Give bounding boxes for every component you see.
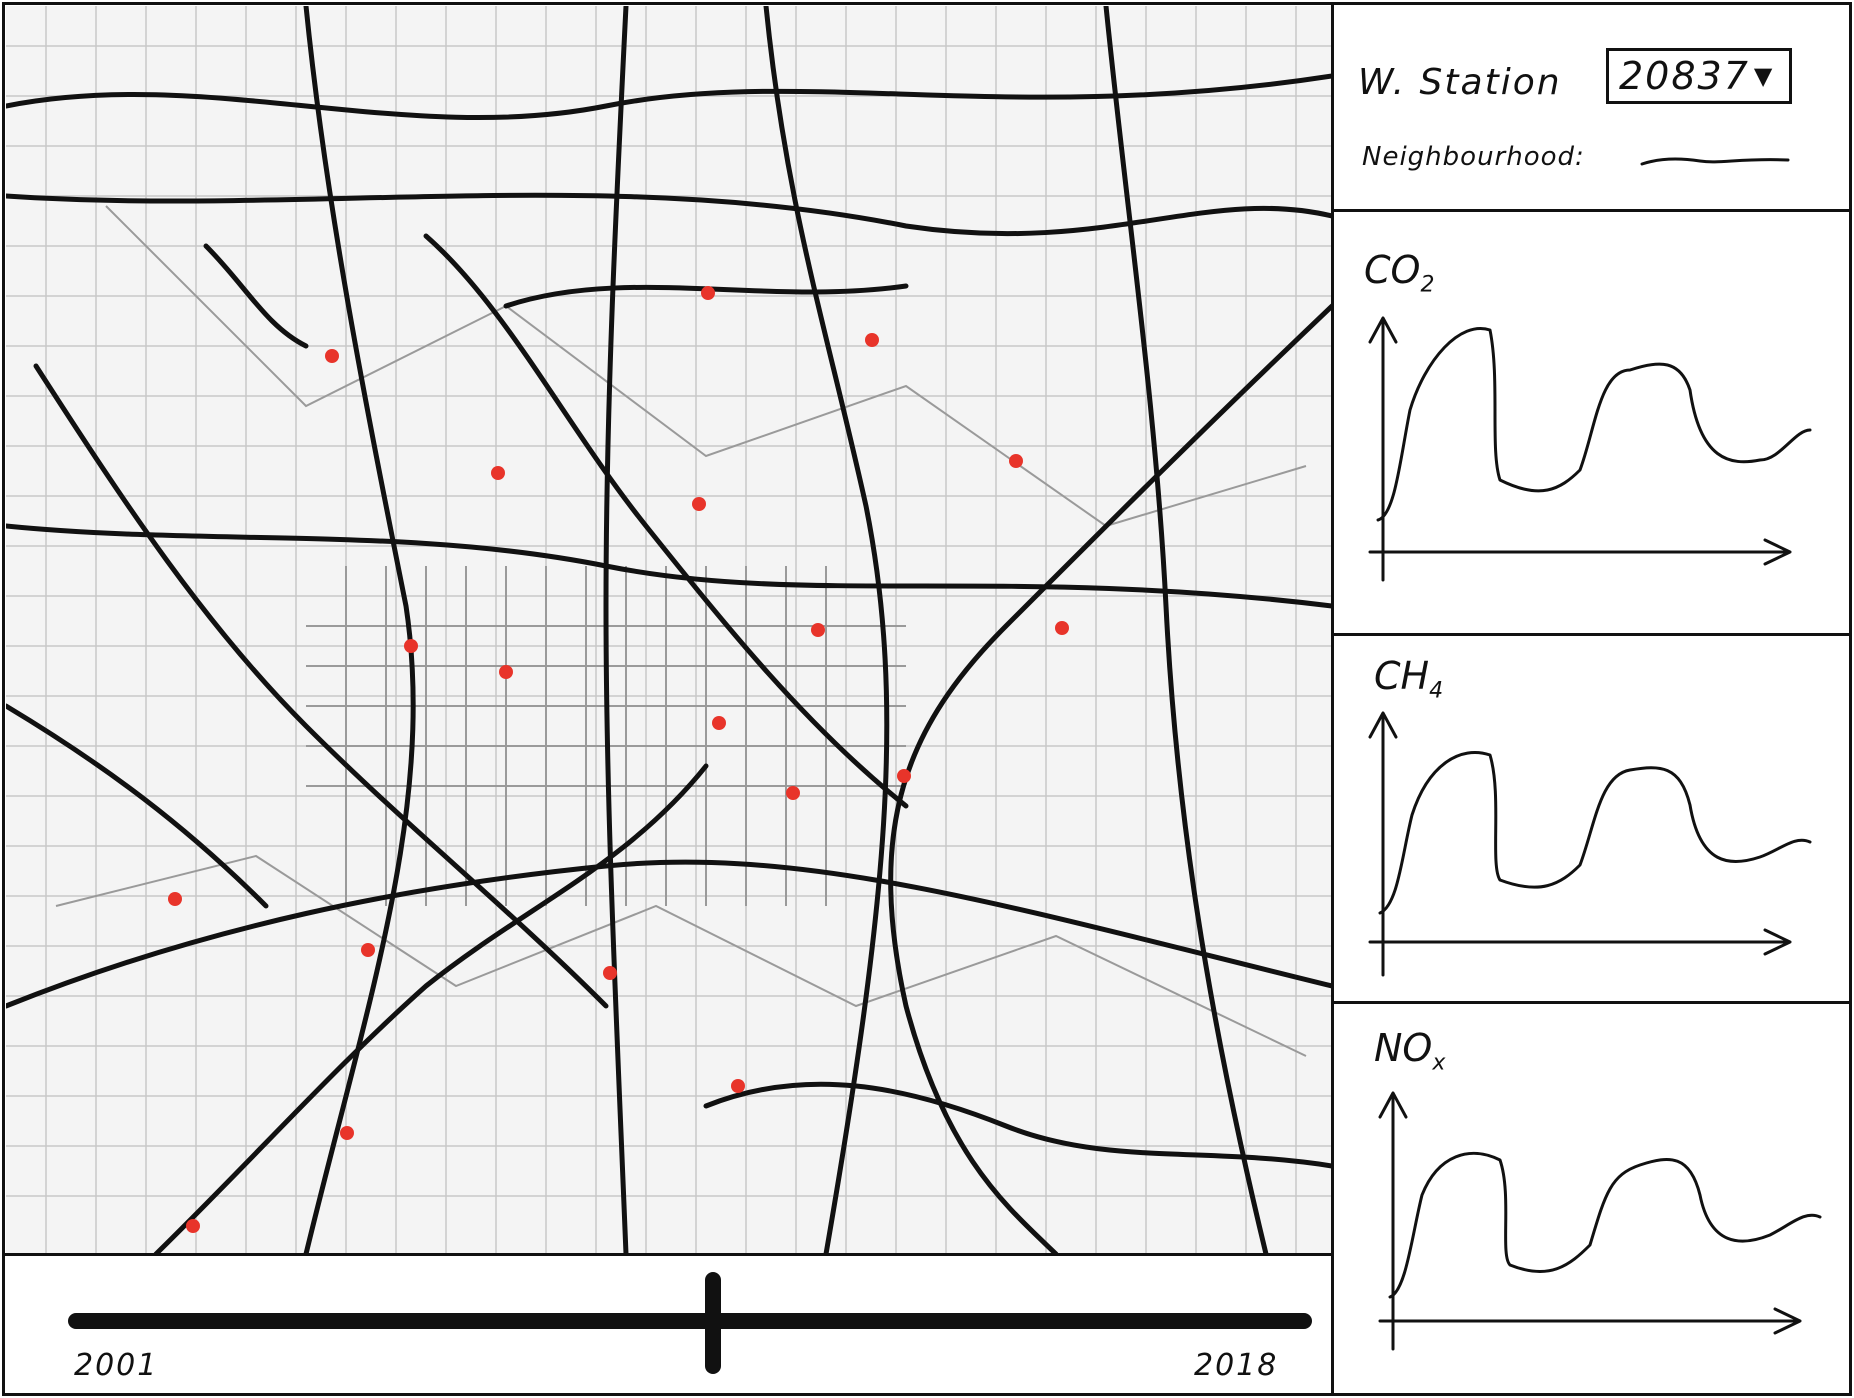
station-marker[interactable] [325,349,339,363]
dropdown-caret-icon: ▼ [1753,62,1775,90]
station-marker[interactable] [712,716,726,730]
map-canvas [6,6,1332,1254]
co2-chart [1368,316,1812,582]
station-marker[interactable] [499,665,513,679]
neighbourhood-value-placeholder [1640,157,1790,166]
station-marker[interactable] [340,1126,354,1140]
x-axis [1378,1307,1802,1335]
timeline-end-label: 2018 [1194,1348,1279,1383]
chart-title-ch4: CH4 [1374,654,1444,704]
nox-series-line [1388,1151,1822,1299]
station-marker[interactable] [1055,621,1069,635]
station-dropdown[interactable]: 20837 ▼ [1606,48,1792,104]
chart-divider [1333,209,1852,212]
chart-divider [1333,633,1852,636]
neighbourhood-label: Neighbourhood: [1362,142,1585,172]
timeline-start-label: 2001 [74,1348,159,1383]
panel-divider [1331,2,1334,1396]
ch4-chart [1368,711,1812,977]
co2-series-line [1376,327,1812,522]
x-axis [1368,538,1792,566]
station-label: W. Station [1358,62,1562,103]
station-value: 20837 [1619,54,1750,98]
major-roads [6,6,1332,1254]
station-marker[interactable] [897,769,911,783]
chart-title-co2: CO2 [1364,248,1435,298]
time-slider[interactable] [6,1258,1330,1392]
chart-title-nox: NOx [1374,1026,1446,1076]
y-axis [1368,711,1398,977]
station-marker[interactable] [404,639,418,653]
station-marker[interactable] [186,1219,200,1233]
city-map[interactable] [6,6,1332,1254]
minor-streets [6,6,1332,1254]
station-marker[interactable] [865,333,879,347]
y-axis [1368,316,1398,582]
station-marker[interactable] [731,1079,745,1093]
station-marker[interactable] [786,786,800,800]
station-marker[interactable] [603,966,617,980]
station-marker[interactable] [168,892,182,906]
station-marker[interactable] [811,623,825,637]
nox-chart [1378,1091,1822,1351]
chart-divider [1333,1001,1852,1004]
y-axis [1378,1091,1408,1351]
timeline-divider [2,1253,1333,1256]
station-marker[interactable] [692,497,706,511]
station-marker[interactable] [1009,454,1023,468]
ch4-series-line [1378,751,1812,915]
station-marker[interactable] [491,466,505,480]
x-axis [1368,928,1792,956]
station-marker[interactable] [701,286,715,300]
station-marker[interactable] [361,943,375,957]
station-markers [168,286,1069,1233]
